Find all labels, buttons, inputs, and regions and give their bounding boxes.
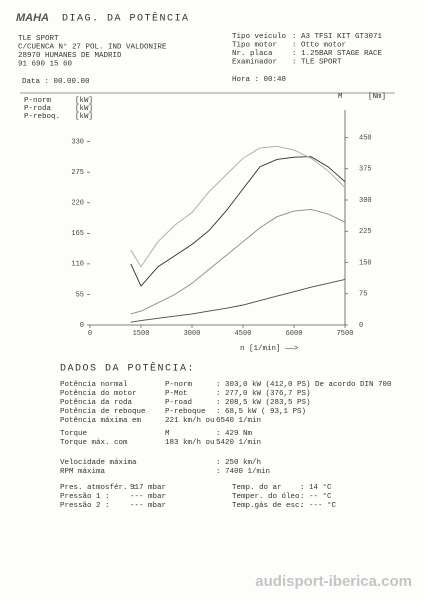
y-tick-label: 275 (71, 169, 84, 177)
address-line: TLE SPORT (18, 35, 59, 43)
address-line: 28970 HUMANES DE MADRID (18, 52, 122, 60)
results-title: DADOS DA POTÊNCIA: (60, 361, 195, 375)
environment-cell: 917 mbar (130, 484, 166, 492)
x-axis-label: n [1/min] ——> (240, 345, 299, 353)
y2-tick-label: 225 (359, 228, 372, 236)
torque-cell: : 429 Nm (216, 430, 253, 438)
power-cell: : 303,0 kW (412,0 PS) De acordo DIN 700 (216, 381, 392, 389)
y-tick-label: 165 (71, 230, 84, 238)
legend-unit: [kW] (75, 97, 93, 105)
address-line: 91 690 15 60 (18, 60, 73, 68)
legend-unit: [Nm] (368, 93, 386, 101)
legend-label: P-norm (24, 97, 52, 105)
vehicle-value: : Otto motor (292, 41, 346, 49)
y2-tick-label: 0 (359, 322, 363, 330)
vehicle-label: Tipo veículo (232, 33, 287, 41)
torque-cell: 5420 1/min (216, 439, 261, 447)
environment-cell: Temp. do ar (232, 484, 282, 492)
power-cell: : 277,0 kW (376,7 PS) (216, 390, 311, 398)
legend-label: P-roda (24, 105, 52, 113)
torque-cell: M (165, 430, 170, 438)
power-cell: Potência máxima em (60, 417, 142, 425)
environment-cell: Pressão 2 : (60, 502, 110, 510)
y2-tick-label: 450 (359, 134, 372, 142)
power-cell: Potência do motor (60, 390, 137, 398)
y2-tick-label: 150 (359, 259, 372, 267)
legend-unit: [kW] (75, 113, 93, 121)
x-tick-label: 7500 (337, 330, 354, 338)
environment-cell: Temper. do óleo (232, 493, 300, 501)
power-cell: P-Mot (165, 390, 188, 398)
logo: MAHA (16, 12, 49, 24)
torque-cell: Torque (60, 430, 87, 438)
torque-cell: Torque máx. com (60, 439, 128, 447)
y2-tick-label: 375 (359, 166, 372, 174)
x-tick-label: 1500 (133, 330, 150, 338)
environment-cell: Pres. atmosfér. : (60, 484, 137, 492)
power-cell: P-road (165, 399, 192, 407)
power-cell: Potência normal (60, 381, 128, 389)
y-tick-label: 0 (80, 322, 84, 330)
environment-cell: : -- °C (300, 492, 332, 501)
series-line (130, 145, 346, 268)
date: Data : 00.00.00 (22, 78, 90, 86)
power-cell: P-reboque (165, 408, 206, 416)
environment-cell: Temp.gás de esc. (232, 502, 304, 510)
environment-cell: --- mbar (130, 502, 166, 510)
y-tick-label: 55 (76, 291, 84, 299)
sheet-title: DIAG. DA POTÊNCIA (62, 11, 190, 25)
x-tick-label: 6000 (286, 330, 303, 338)
environment-cell: Pressão 1 : (60, 493, 110, 501)
series-line (130, 278, 346, 323)
environment-cell: : 14 °C (300, 483, 332, 492)
y-tick-label: 110 (71, 261, 84, 269)
x-tick-label: 3000 (184, 330, 201, 338)
legend-label: M (338, 93, 343, 101)
y2-tick-label: 75 (359, 291, 367, 299)
x-tick-label: 4500 (235, 330, 252, 338)
power-cell: P-norm (165, 381, 193, 389)
y-tick-label: 330 (71, 139, 84, 147)
vehicle-label: Nr. placa (232, 50, 273, 58)
legend-unit: [kW] (75, 105, 93, 113)
speed-cell: : 250 km/h (216, 459, 261, 467)
speed-cell: Velocidade máxima (60, 459, 137, 467)
power-cell: Potência da roda (60, 399, 133, 407)
legend-label: P-reboq. (24, 113, 60, 121)
y-tick-label: 220 (71, 200, 84, 208)
x-tick-label: 0 (88, 330, 92, 338)
vehicle-value: : TLE SPORT (292, 58, 342, 66)
vehicle-label: Examinador (232, 58, 277, 66)
vehicle-value: : 1.25BAR STAGE RACE (292, 50, 383, 58)
power-cell: : 208,5 kW (283,5 PS) (216, 399, 311, 407)
time: Hora : 00:48 (232, 76, 286, 84)
torque-cell: 183 km/h ou (165, 439, 215, 447)
power-cell: 221 km/h ou (165, 417, 215, 425)
vehicle-label: Tipo motor (232, 41, 277, 49)
environment-cell: --- mbar (130, 493, 166, 501)
y2-tick-label: 300 (359, 197, 372, 205)
address-line: C/CUENCA N° 27 POL. IND VALDONIRE (18, 42, 167, 51)
series-line (130, 208, 346, 315)
vehicle-value: : A3 TFSI KIT GT3071 (292, 33, 383, 41)
speed-cell: : 7400 1/min (216, 468, 270, 476)
environment-cell: : --- °C (300, 501, 337, 510)
speed-cell: RPM máxima (60, 468, 106, 476)
power-cell: 6540 1/min (216, 417, 261, 425)
power-cell: : 68,5 kW ( 93,1 PS) (216, 408, 306, 416)
power-cell: Potência de reboque (60, 408, 146, 416)
watermark: audisport-iberica.com (255, 573, 412, 590)
